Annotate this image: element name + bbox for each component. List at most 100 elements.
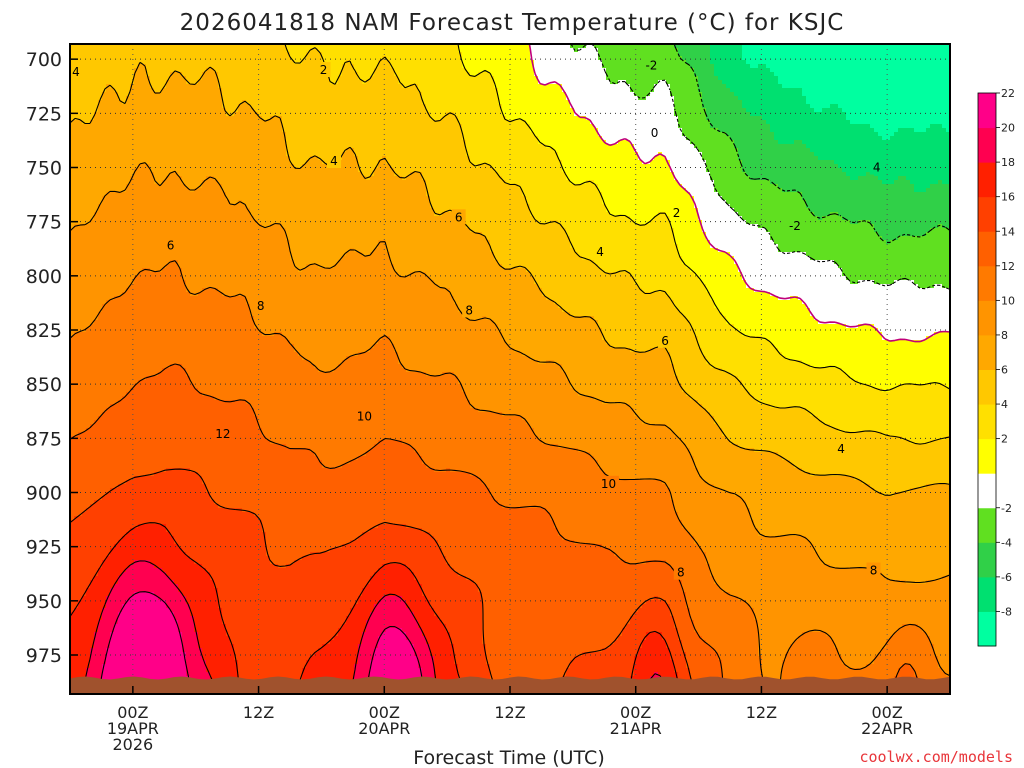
field-cell [634, 612, 671, 617]
field-cell [838, 264, 950, 269]
field-cell [370, 660, 419, 665]
field-cell [490, 244, 571, 249]
field-cell [266, 540, 351, 545]
field-cell [294, 344, 375, 349]
field-cell [282, 120, 459, 125]
field-cell [270, 116, 283, 121]
field-cell [362, 252, 371, 257]
contour-line [70, 162, 950, 584]
field-cell [570, 180, 587, 185]
field-cell [454, 568, 675, 573]
field-cell [918, 624, 950, 629]
contour-line [70, 61, 950, 496]
field-cell [690, 268, 739, 273]
field-cell [670, 160, 707, 165]
field-cell [746, 500, 950, 505]
field-cell [666, 156, 703, 161]
field-cell [194, 188, 223, 193]
field-cell [594, 396, 691, 401]
field-cell [486, 652, 583, 657]
field-cell [902, 624, 919, 629]
field-cell [754, 524, 950, 529]
field-cell [70, 156, 291, 161]
field-cell [106, 600, 127, 605]
field-cell [70, 144, 287, 149]
field-cell [290, 160, 307, 165]
field-cell [670, 488, 723, 493]
field-cell [674, 668, 691, 673]
field-cell [702, 404, 771, 409]
field-cell [186, 184, 203, 189]
field-cell [94, 632, 111, 637]
field-cell [290, 52, 307, 57]
field-cell [470, 228, 567, 233]
field-cell [682, 520, 755, 525]
field-cell [138, 380, 191, 385]
field-cell [946, 436, 950, 441]
field-cell [70, 492, 107, 497]
field-cell [154, 176, 167, 181]
field-cell [222, 612, 351, 617]
field-cell [186, 652, 203, 657]
field-cell [466, 316, 483, 321]
field-cell [910, 440, 931, 445]
field-cell [70, 664, 91, 669]
field-cell [450, 564, 671, 569]
field-cell [86, 592, 111, 597]
field-cell [402, 364, 563, 369]
field-cell [482, 600, 647, 605]
field-cell [830, 564, 950, 569]
field-cell [374, 608, 411, 613]
field-cell [462, 136, 539, 141]
field-cell [110, 592, 135, 597]
contour-label: 8 [870, 564, 878, 578]
field-cell [258, 220, 463, 225]
field-cell [562, 676, 631, 681]
colorbar-label: 2 [1001, 433, 1008, 446]
field-cell [858, 324, 875, 329]
field-cell [174, 616, 195, 621]
field-cell [574, 112, 675, 117]
field-cell [134, 384, 195, 389]
field-cell [706, 284, 747, 289]
field-cell [586, 180, 595, 185]
field-cell [70, 364, 171, 369]
field-cell [102, 612, 119, 617]
field-cell [486, 484, 667, 489]
field-cell [406, 368, 563, 373]
field-cell [98, 568, 127, 573]
field-cell [738, 264, 839, 269]
field-cell [834, 640, 887, 645]
field-cell [546, 508, 675, 513]
x-tick-label: 00Z [369, 703, 400, 722]
field-cell [70, 556, 107, 561]
field-cell [642, 420, 715, 425]
field-cell [502, 176, 567, 181]
field-cell [630, 404, 703, 409]
field-cell [358, 644, 379, 649]
field-cell [702, 228, 767, 233]
field-cell [810, 256, 950, 261]
field-cell [674, 660, 687, 665]
field-cell [714, 420, 823, 425]
field-cell [122, 608, 171, 613]
field-cell [70, 52, 291, 57]
field-cell [654, 156, 667, 161]
field-cell [770, 236, 883, 241]
field-cell [674, 568, 711, 573]
colorbar-swatch [978, 473, 996, 509]
field-cell [70, 104, 99, 109]
field-cell [70, 148, 287, 153]
field-cell [502, 108, 575, 113]
field-cell [222, 292, 451, 297]
field-cell [110, 632, 183, 637]
field-cell [706, 360, 803, 365]
field-cell [202, 180, 219, 185]
field-cell [806, 408, 950, 413]
field-cell [330, 76, 339, 81]
field-cell [178, 620, 195, 625]
field-cell [686, 592, 731, 597]
field-cell [414, 644, 431, 649]
field-cell [150, 560, 195, 565]
field-cell [174, 540, 267, 545]
